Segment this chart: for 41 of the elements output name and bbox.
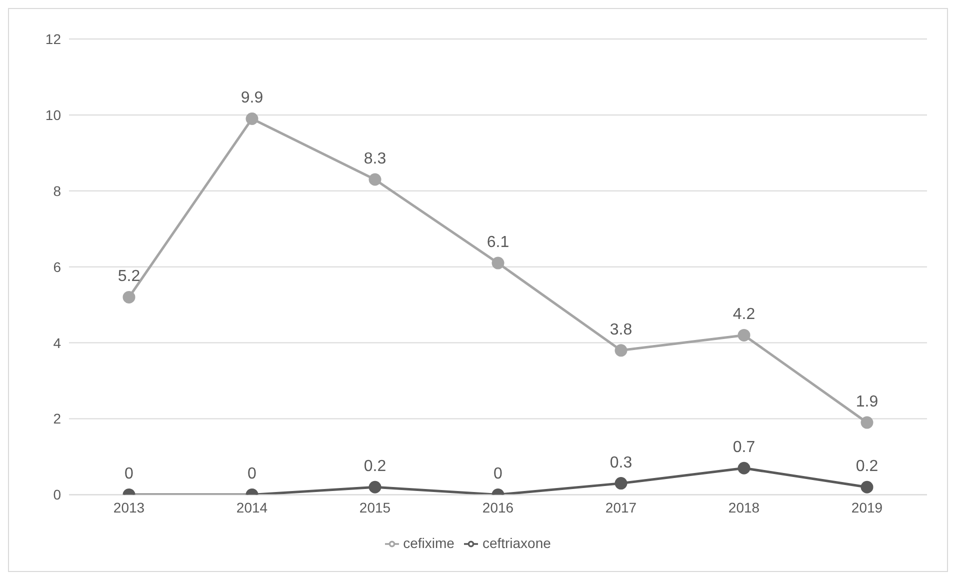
legend-label: cefixime [403,534,454,551]
point [368,480,382,494]
y-tick-label: 10 [45,106,62,123]
data-label: 0.7 [732,439,756,456]
point [246,112,258,125]
x-tick-label: 2014 [236,500,268,516]
data-label: 5.2 [118,268,140,286]
data-label: 9.9 [240,90,264,107]
y-tick-label: 8 [53,182,62,199]
data-label: 0.3 [610,454,632,472]
data-label: 3.8 [610,321,632,338]
point [368,173,382,186]
legend-label: ceftriaxone [482,534,551,551]
y-tick-label: 2 [53,410,62,427]
data-label: 0 [494,466,503,483]
data-label: 1.9 [856,394,878,411]
x-tick-label: 2013 [113,500,145,516]
point [860,416,874,429]
data-label: 8.3 [364,150,386,168]
x-tick-label: 2015 [359,500,391,516]
point [614,344,628,357]
data-label: 0 [124,466,134,483]
data-label: 0.2 [856,458,878,476]
point [738,328,750,342]
y-tick-label: 6 [53,258,62,275]
x-tick-label: 2018 [728,500,760,516]
x-tick-label: 2017 [605,500,637,516]
data-label: 0 [248,466,257,483]
x-tick-label: 2016 [482,500,514,516]
x-tick-label: 2019 [851,500,883,516]
data-label: 0.2 [364,458,386,476]
point [122,290,136,304]
data-label: 4.2 [732,306,756,324]
y-tick-label: 4 [53,334,62,351]
point [614,477,628,490]
data-label: 6.1 [486,234,510,252]
point [492,256,504,270]
y-tick-label: 12 [45,30,62,47]
y-tick-label: 0 [53,486,62,503]
point [860,480,874,494]
point [738,462,750,474]
